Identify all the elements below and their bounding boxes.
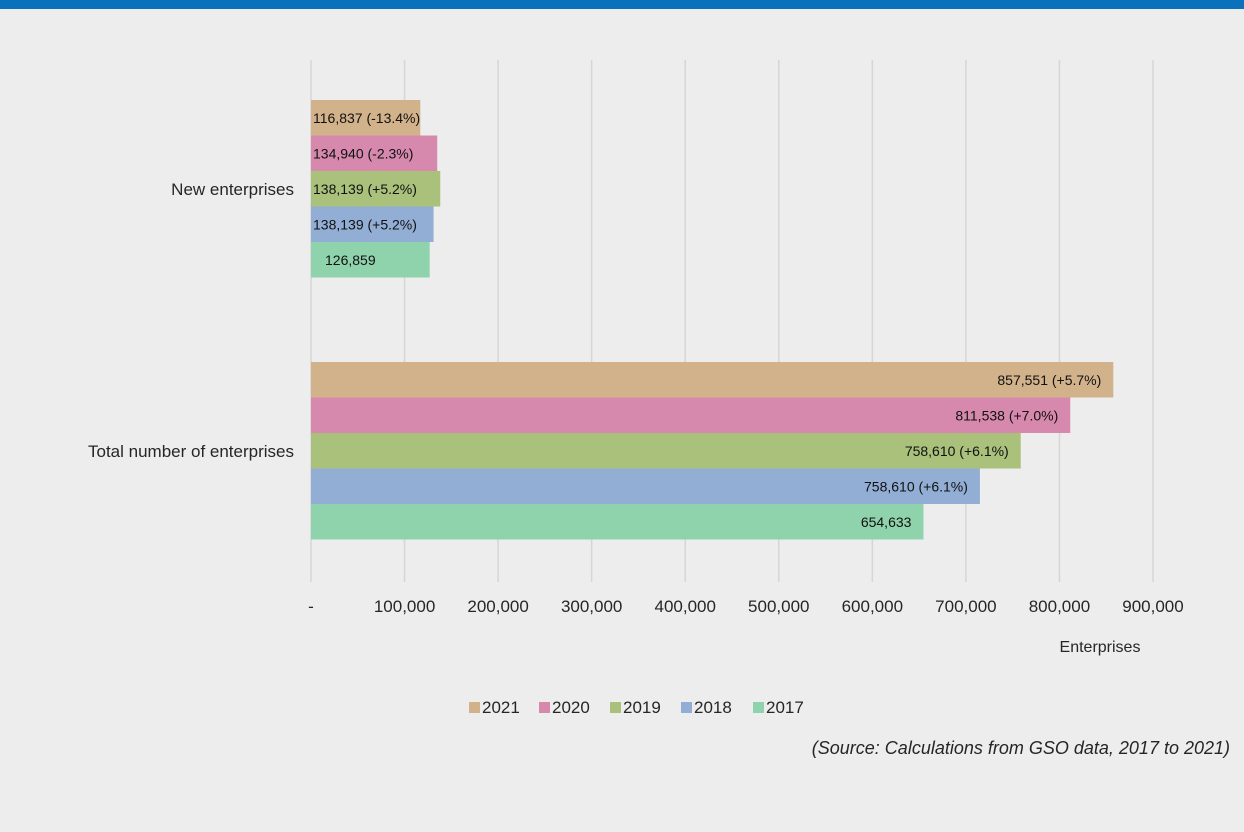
bar-2018-new: [311, 206, 434, 242]
legend-label: 2021: [482, 698, 520, 717]
legend-swatch-2019: [610, 702, 621, 713]
x-tick-label: 900,000: [1122, 597, 1183, 616]
x-axis-title: Enterprises: [1060, 639, 1141, 656]
x-tick-label: 100,000: [374, 597, 435, 616]
data-label: 811,538 (+7.0%): [955, 407, 1058, 423]
data-label: 116,837 (-13.4%): [313, 110, 420, 126]
data-label: 857,551 (+5.7%): [997, 372, 1101, 388]
bar-2019-new: [311, 171, 441, 207]
legend-swatch-2020: [539, 702, 550, 713]
data-label: 758,610 (+6.1%): [864, 478, 968, 494]
legend-swatch-2017: [753, 702, 764, 713]
x-tick-label: 300,000: [561, 597, 622, 616]
bar-2019-total: [311, 433, 1021, 469]
bar-2021-new: [311, 100, 421, 136]
x-tick-label: -: [308, 597, 314, 616]
x-tick-label: 500,000: [748, 597, 809, 616]
legend-label: 2018: [694, 698, 732, 717]
bar-2020-total: [311, 397, 1071, 433]
x-tick-label: 700,000: [935, 597, 996, 616]
legend-label: 2017: [766, 698, 804, 717]
source-note: (Source: Calculations from GSO data, 201…: [811, 738, 1230, 758]
category-label: Total number of enterprises: [88, 442, 294, 461]
category-label: New enterprises: [171, 180, 294, 199]
data-label: 126,859: [325, 252, 376, 268]
data-label: 134,940 (-2.3%): [313, 145, 413, 161]
bar-2021-total: [311, 362, 1114, 398]
legend-swatch-2021: [469, 702, 480, 713]
x-tick-label: 400,000: [654, 597, 715, 616]
bar-2017-new: [311, 242, 430, 278]
data-label: 138,139 (+5.2%): [313, 216, 417, 232]
legend-label: 2020: [552, 698, 590, 717]
x-tick-label: 600,000: [842, 597, 903, 616]
data-label: 758,610 (+6.1%): [905, 443, 1009, 459]
data-label: 654,633: [861, 514, 912, 530]
bar-2020-new: [311, 135, 438, 171]
legend-swatch-2018: [681, 702, 692, 713]
legend-label: 2019: [623, 698, 661, 717]
bar-2017-total: [311, 504, 924, 540]
bar-2018-total: [311, 468, 980, 504]
x-tick-label: 800,000: [1029, 597, 1090, 616]
top-accent-bar: [0, 0, 1244, 9]
data-label: 138,139 (+5.2%): [313, 181, 417, 197]
x-tick-label: 200,000: [467, 597, 528, 616]
